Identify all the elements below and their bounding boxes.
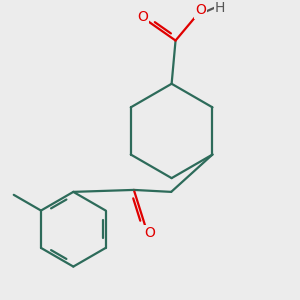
- Text: O: O: [144, 226, 155, 240]
- Text: O: O: [137, 10, 148, 24]
- Text: O: O: [195, 4, 206, 17]
- Text: H: H: [215, 1, 225, 14]
